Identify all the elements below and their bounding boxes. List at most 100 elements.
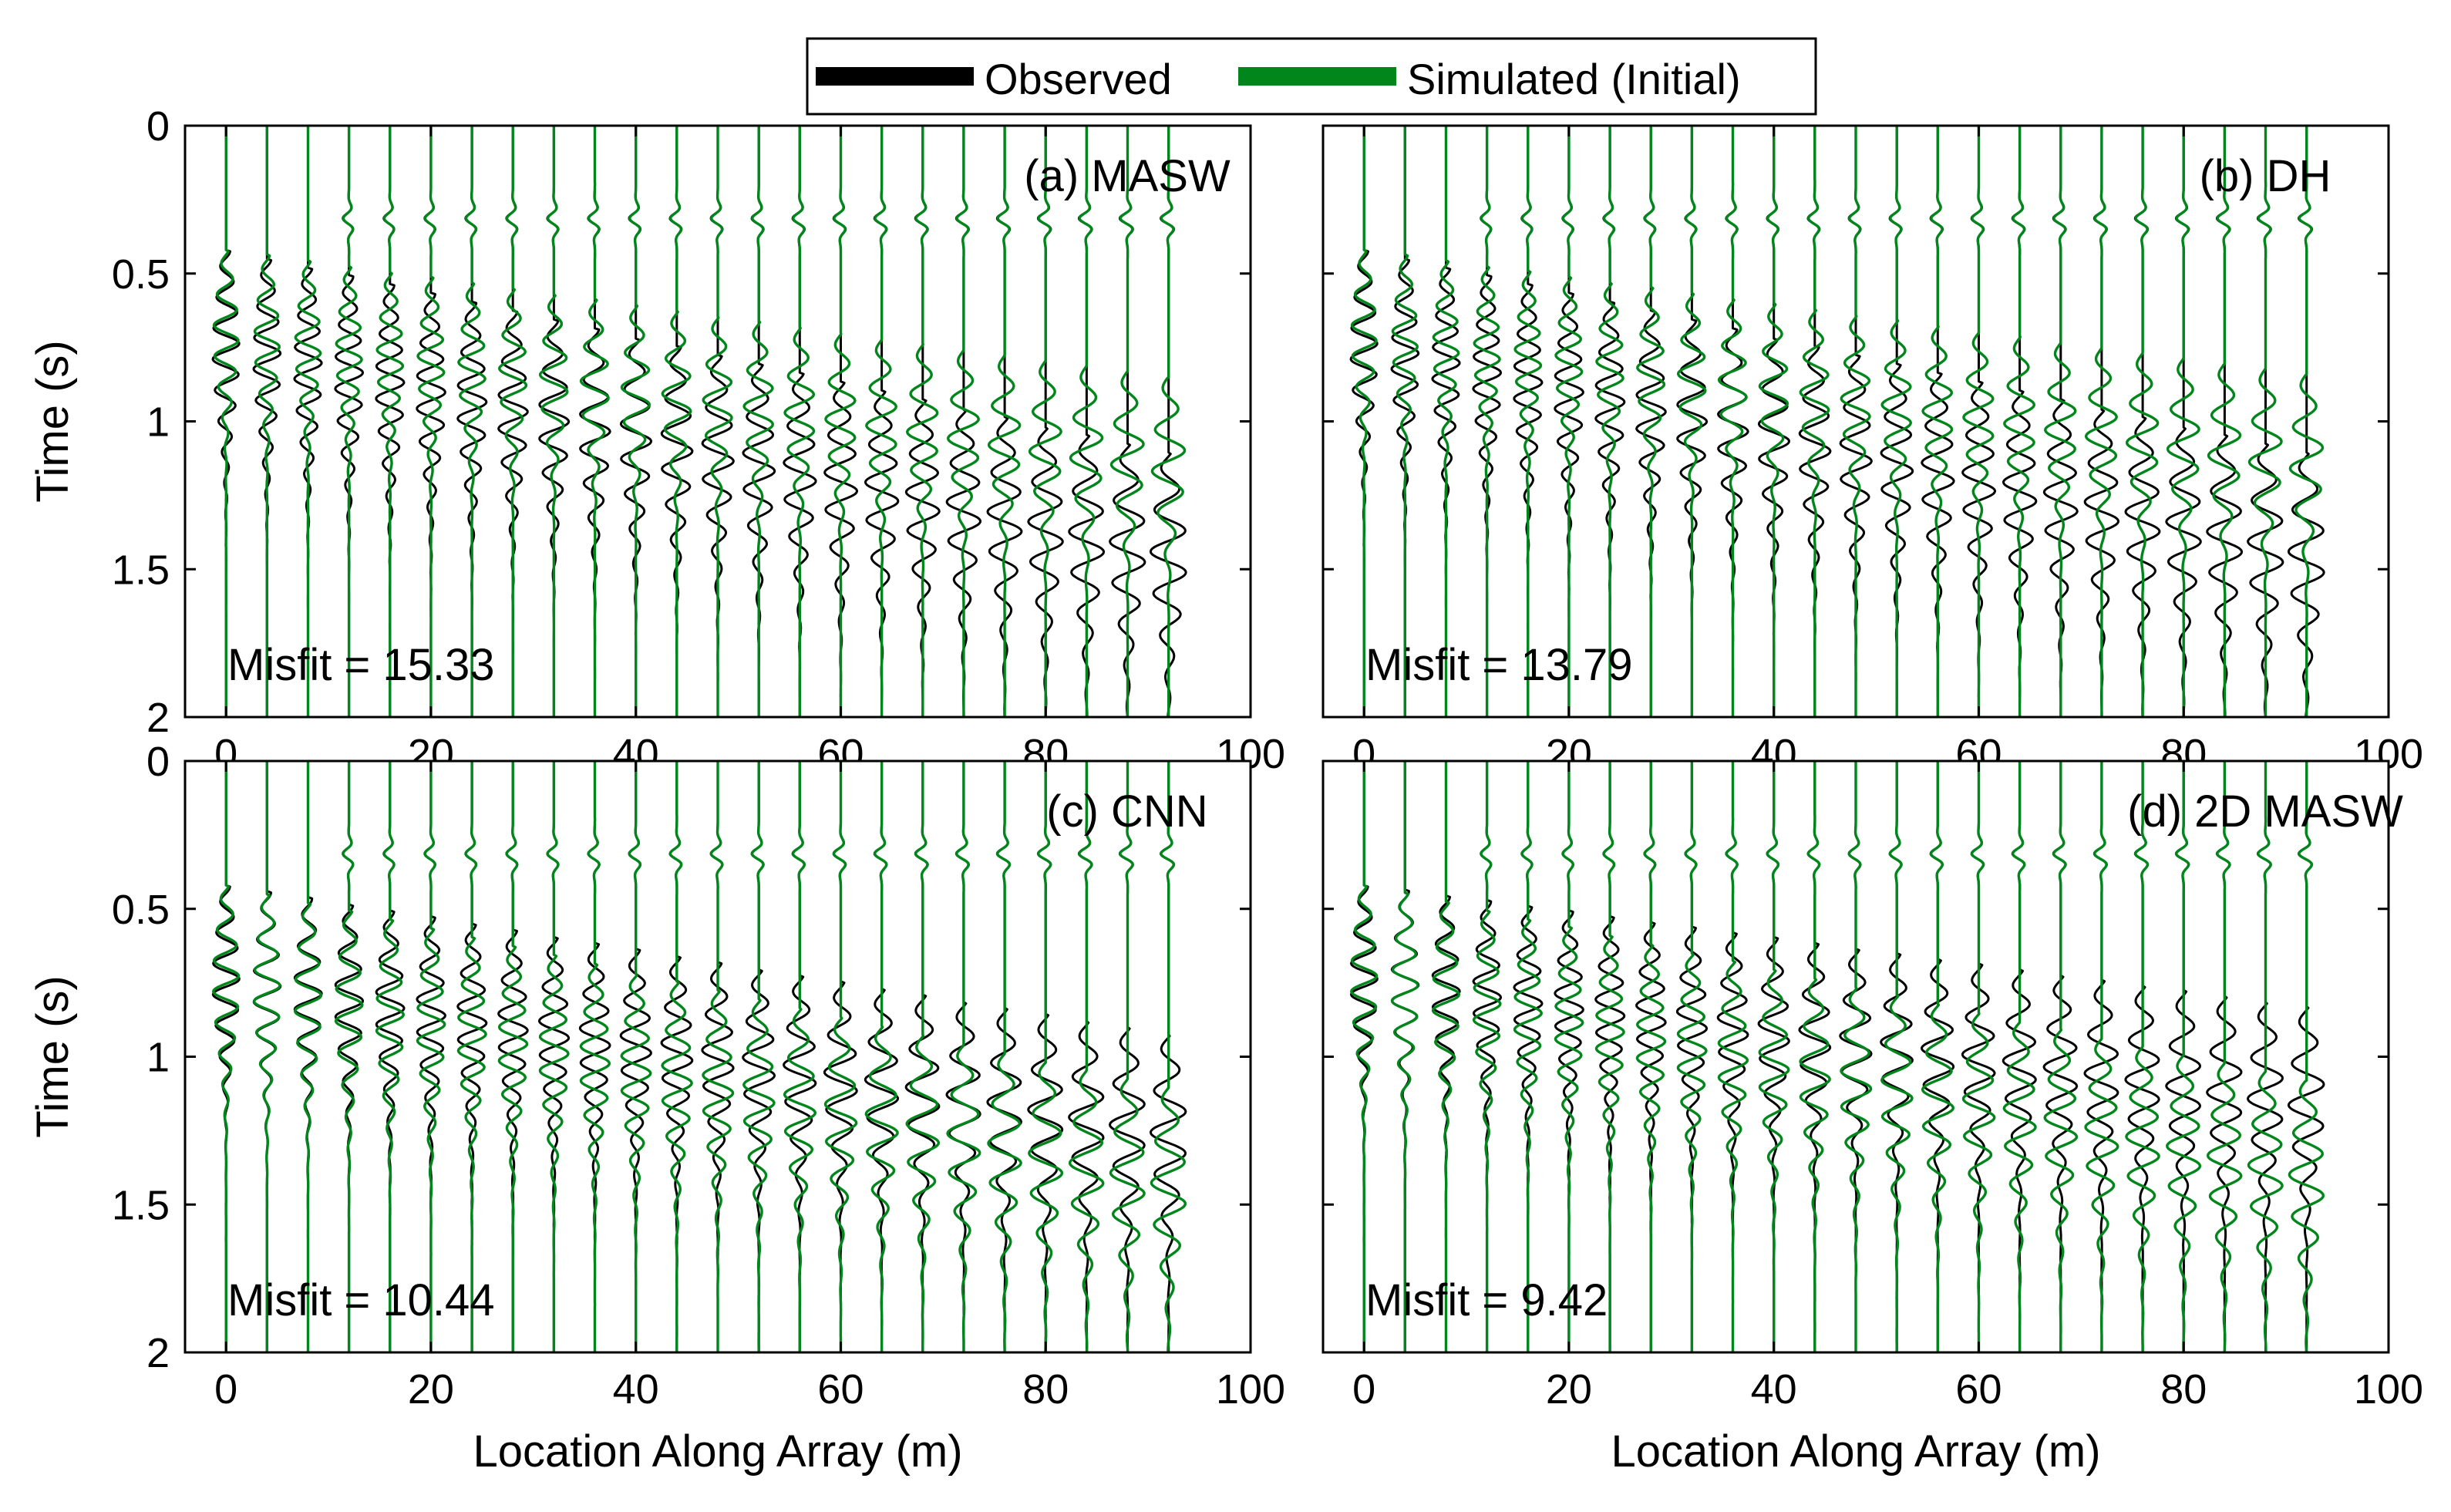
x-axis-label: Location Along Array (m) xyxy=(1611,1426,2100,1477)
trace-88m xyxy=(2247,126,2283,717)
x-tick-label: 40 xyxy=(1751,1366,1797,1413)
trace-68m xyxy=(2044,126,2077,717)
y-tick-label: 0 xyxy=(146,739,170,785)
trace-44m xyxy=(661,761,693,1352)
trace-12m xyxy=(334,761,364,1352)
trace-56m xyxy=(783,761,817,1352)
trace-48m xyxy=(1840,126,1871,717)
legend-label-observed: Observed xyxy=(985,55,1172,103)
trace-40m xyxy=(620,761,652,1352)
trace-24m xyxy=(1594,761,1625,1352)
panel-4: 0 20 40 60 80 100 Location Along Array (m) (d) … xyxy=(1321,759,2423,1477)
trace-12m xyxy=(335,126,363,717)
trace-72m xyxy=(946,761,981,1352)
trace-64m xyxy=(2003,126,2035,717)
trace-4m xyxy=(1391,761,1419,1352)
trace-8m xyxy=(1432,126,1460,717)
panel-3: 0 20 40 60 80 100 0 0.5 1 1.5 2 Time (s) Location Al… xyxy=(28,739,1285,1477)
trace-40m xyxy=(1758,761,1790,1352)
misfit-label: Misfit = 13.79 xyxy=(1365,640,1633,690)
trace-36m xyxy=(579,761,611,1352)
trace-84m xyxy=(1068,761,1105,1352)
y-tick-label: 1 xyxy=(146,1035,170,1081)
trace-24m xyxy=(457,126,486,717)
misfit-label: Misfit = 15.33 xyxy=(227,640,495,690)
trace-16m xyxy=(1513,761,1543,1352)
legend-label-simulated: Simulated (Initial) xyxy=(1407,55,1741,103)
y-tick-label: 0.5 xyxy=(112,251,170,298)
trace-40m xyxy=(620,126,651,717)
trace-76m xyxy=(2125,761,2160,1352)
trace-40m xyxy=(1758,126,1789,717)
trace-24m xyxy=(1595,126,1624,717)
trace-92m xyxy=(2288,761,2325,1352)
trace-56m xyxy=(1921,126,1954,717)
trace-32m xyxy=(1676,761,1708,1352)
trace-20m xyxy=(416,126,446,717)
trace-36m xyxy=(579,126,610,717)
x-tick-label: 80 xyxy=(2160,1366,2207,1413)
series-simulated-initial xyxy=(1350,761,2325,1352)
x-tick-label: 60 xyxy=(817,1366,864,1413)
trace-12m xyxy=(1472,761,1502,1352)
trace-72m xyxy=(2084,761,2119,1352)
trace-28m xyxy=(498,126,528,717)
trace-0m xyxy=(212,761,241,1352)
trace-80m xyxy=(2166,761,2202,1352)
series-simulated-initial xyxy=(212,126,1187,717)
trace-0m xyxy=(1350,761,1379,1352)
traces xyxy=(1349,126,2325,717)
trace-48m xyxy=(702,761,735,1352)
x-tick-label: 80 xyxy=(1022,1366,1069,1413)
trace-60m xyxy=(1962,126,1995,717)
trace-84m xyxy=(2207,126,2242,717)
traces xyxy=(211,761,1187,1352)
y-axis-label: Time (s) xyxy=(28,975,78,1137)
y-tick-label: 2 xyxy=(146,695,170,741)
trace-32m xyxy=(1676,126,1707,717)
trace-36m xyxy=(1717,126,1748,717)
trace-16m xyxy=(375,126,404,717)
trace-28m xyxy=(1636,126,1666,717)
trace-84m xyxy=(2206,761,2243,1352)
trace-64m xyxy=(2002,761,2037,1352)
trace-92m xyxy=(2288,126,2325,717)
trace-8m xyxy=(294,126,322,717)
trace-68m xyxy=(2043,761,2079,1352)
trace-88m xyxy=(2247,761,2284,1352)
trace-88m xyxy=(1109,761,1146,1352)
trace-52m xyxy=(742,126,774,717)
traces xyxy=(211,126,1187,717)
panel-title: (a) MASW xyxy=(1024,151,1231,201)
y-tick-label: 1.5 xyxy=(112,1182,170,1228)
trace-32m xyxy=(538,761,570,1352)
trace-88m xyxy=(1109,126,1145,717)
x-tick-label: 0 xyxy=(1352,1366,1375,1413)
trace-52m xyxy=(1880,761,1914,1352)
x-axis-label: Location Along Array (m) xyxy=(473,1426,962,1477)
y-axis-label: Time (s) xyxy=(28,340,78,502)
trace-20m xyxy=(416,761,446,1352)
trace-20m xyxy=(1554,126,1584,717)
trace-92m xyxy=(1150,126,1187,717)
trace-28m xyxy=(1635,761,1667,1352)
trace-76m xyxy=(2126,126,2160,717)
trace-60m xyxy=(823,761,858,1352)
x-tick-label: 60 xyxy=(1955,1366,2002,1413)
trace-68m xyxy=(906,126,939,717)
trace-92m xyxy=(1150,761,1187,1352)
trace-36m xyxy=(1717,761,1749,1352)
x-tick-label: 100 xyxy=(1216,1366,1285,1413)
y-tick-label: 2 xyxy=(146,1330,170,1376)
trace-0m xyxy=(212,126,240,717)
trace-12m xyxy=(1473,126,1501,717)
traces xyxy=(1350,761,2325,1352)
trace-0m xyxy=(1350,126,1378,717)
legend-swatch-simulated xyxy=(1238,67,1396,86)
trace-60m xyxy=(824,126,857,717)
trace-80m xyxy=(1028,761,1064,1352)
